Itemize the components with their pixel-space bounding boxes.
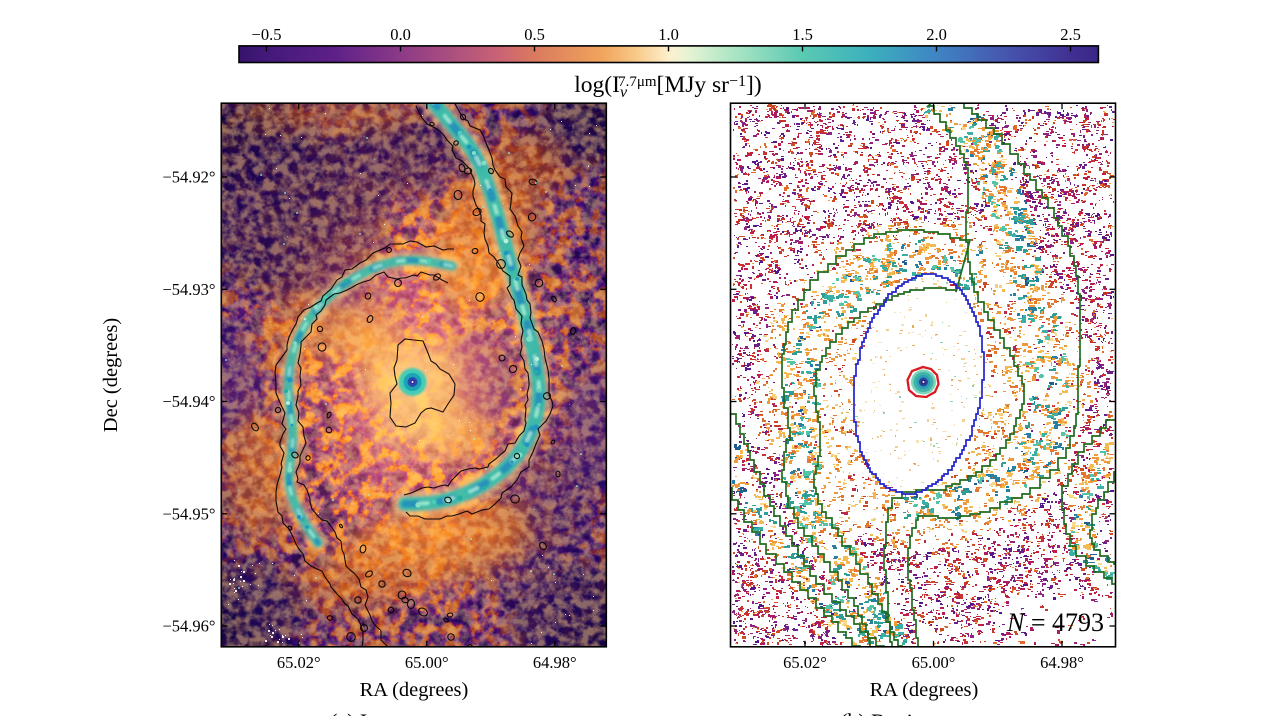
svg-text:65.00°: 65.00° bbox=[912, 653, 956, 672]
svg-text:65.02°: 65.02° bbox=[783, 653, 827, 672]
svg-text:−54.93°: −54.93° bbox=[162, 280, 215, 299]
svg-text:−54.96°: −54.96° bbox=[162, 617, 215, 636]
svg-text:(a) Image: (a) Image bbox=[330, 709, 415, 716]
svg-text:65.00°: 65.00° bbox=[405, 653, 449, 672]
svg-text:(b) Regions: (b) Regions bbox=[840, 709, 943, 716]
svg-text:1.0: 1.0 bbox=[658, 25, 679, 44]
svg-text:0.5: 0.5 bbox=[524, 25, 545, 44]
svg-text:−0.5: −0.5 bbox=[252, 25, 282, 44]
svg-text:−54.92°: −54.92° bbox=[162, 168, 215, 187]
svg-text:−54.95°: −54.95° bbox=[162, 504, 215, 523]
svg-text:64.98°: 64.98° bbox=[533, 653, 577, 672]
svg-text:N = 4793: N = 4793 bbox=[1006, 608, 1104, 637]
svg-text:RA (degrees): RA (degrees) bbox=[360, 679, 469, 701]
svg-text:RA (degrees): RA (degrees) bbox=[870, 679, 979, 701]
svg-text:Dec (degrees): Dec (degrees) bbox=[100, 318, 122, 432]
svg-text:log(Iν7.7μm[MJy sr−1]): log(Iν7.7μm[MJy sr−1]) bbox=[574, 72, 761, 101]
svg-text:64.98°: 64.98° bbox=[1040, 653, 1084, 672]
svg-text:2.5: 2.5 bbox=[1060, 25, 1081, 44]
svg-text:1.5: 1.5 bbox=[792, 25, 813, 44]
svg-text:65.02°: 65.02° bbox=[277, 653, 321, 672]
svg-text:−54.94°: −54.94° bbox=[162, 392, 215, 411]
svg-text:2.0: 2.0 bbox=[926, 25, 947, 44]
svg-text:0.0: 0.0 bbox=[390, 25, 411, 44]
